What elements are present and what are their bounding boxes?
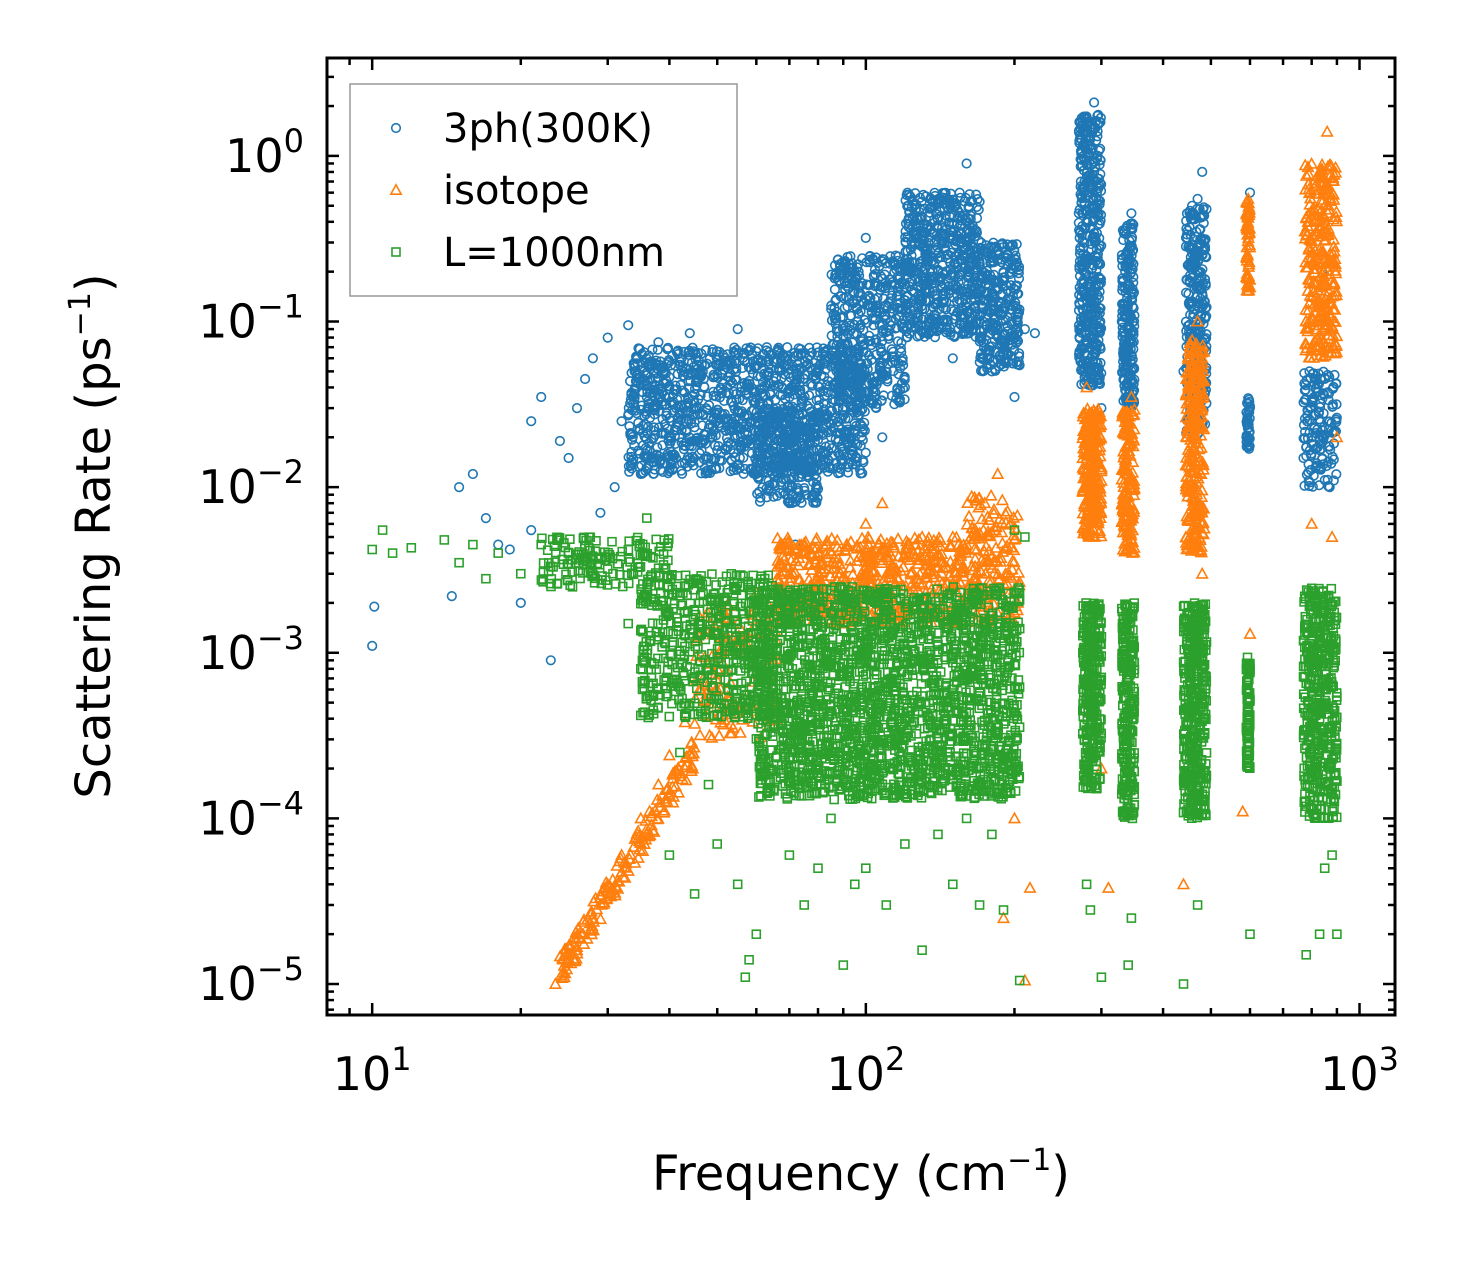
data-point [667, 464, 678, 476]
data-point [691, 359, 702, 370]
data-point [774, 348, 786, 359]
data-point [725, 438, 736, 449]
data-point [623, 461, 635, 472]
data-point [623, 410, 634, 421]
data-point [639, 431, 650, 442]
data-point [640, 442, 652, 454]
data-point [665, 458, 676, 469]
data-point [657, 440, 668, 451]
data-point [795, 344, 806, 355]
data-point [717, 409, 728, 420]
data-point [812, 350, 824, 361]
data-point [639, 347, 650, 358]
data-point [701, 358, 713, 369]
data-point [648, 400, 659, 411]
data-point [777, 350, 788, 362]
data-point [654, 391, 666, 402]
data-point [676, 468, 688, 479]
data-point [660, 378, 671, 389]
data-point [695, 370, 706, 382]
data-point [782, 342, 793, 353]
data-point [689, 435, 700, 447]
data-point [714, 407, 725, 418]
data-point [636, 400, 647, 411]
data-point [721, 381, 733, 392]
data-point [627, 431, 638, 443]
data-point [695, 390, 706, 401]
data-point [624, 466, 635, 477]
data-point [719, 443, 730, 454]
data-point [788, 371, 799, 382]
data-point [682, 392, 694, 403]
data-point [734, 440, 746, 451]
data-point [674, 432, 685, 443]
data-point [710, 391, 722, 402]
data-point [796, 395, 807, 407]
data-point [626, 446, 637, 457]
data-point [677, 385, 688, 396]
data-point [802, 353, 813, 364]
data-point [699, 360, 710, 371]
data-point [715, 382, 726, 393]
data-point [698, 381, 710, 392]
data-point [775, 355, 787, 366]
data-point [710, 430, 721, 441]
data-point [837, 410, 848, 421]
data-points [367, 97, 1344, 990]
data-point [710, 463, 721, 475]
data-point [648, 468, 659, 479]
data-point [630, 376, 642, 387]
data-point [665, 360, 677, 371]
data-point [730, 389, 742, 400]
data-point [642, 428, 653, 439]
data-point [673, 417, 684, 428]
data-point [684, 350, 695, 361]
data-point [828, 415, 839, 426]
data-point [626, 389, 637, 400]
data-point [727, 397, 738, 408]
data-point [660, 399, 672, 410]
data-point [738, 468, 749, 479]
data-point [648, 425, 659, 436]
series-1 [367, 97, 1342, 666]
data-point [669, 430, 681, 441]
